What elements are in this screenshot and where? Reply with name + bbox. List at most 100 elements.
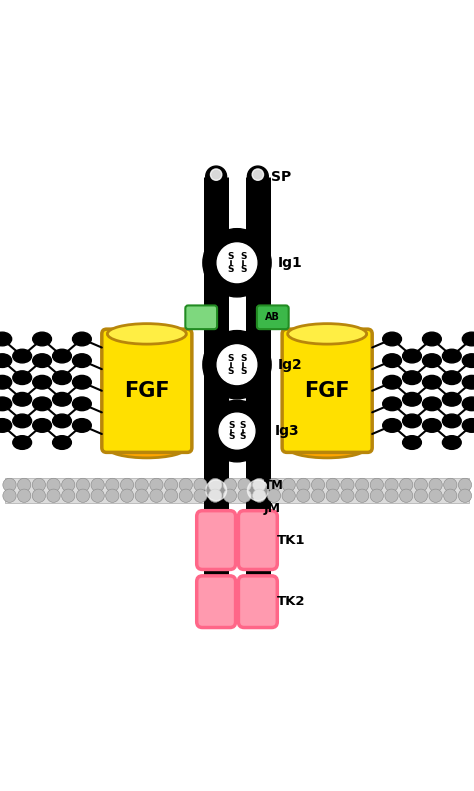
Circle shape [247, 166, 268, 187]
Circle shape [210, 169, 222, 180]
Circle shape [311, 479, 325, 491]
Circle shape [91, 479, 104, 491]
Ellipse shape [0, 397, 12, 411]
Circle shape [62, 489, 75, 502]
Ellipse shape [13, 436, 32, 449]
Circle shape [252, 169, 264, 180]
Circle shape [385, 489, 398, 502]
Text: FGF: FGF [304, 380, 350, 401]
Ellipse shape [422, 376, 441, 389]
Ellipse shape [462, 418, 474, 433]
Text: S: S [228, 432, 235, 441]
Ellipse shape [402, 392, 421, 406]
Ellipse shape [0, 418, 12, 433]
Circle shape [282, 479, 295, 491]
Circle shape [238, 479, 251, 491]
FancyBboxPatch shape [238, 576, 277, 627]
Ellipse shape [462, 354, 474, 368]
Ellipse shape [53, 350, 72, 363]
Ellipse shape [402, 350, 421, 363]
Ellipse shape [442, 414, 461, 428]
Ellipse shape [33, 397, 52, 411]
Circle shape [62, 479, 75, 491]
Circle shape [414, 479, 428, 491]
Ellipse shape [53, 414, 72, 428]
Circle shape [444, 479, 457, 491]
Circle shape [194, 489, 207, 502]
Circle shape [150, 479, 163, 491]
Ellipse shape [442, 436, 461, 449]
Text: TK2: TK2 [277, 595, 306, 608]
Circle shape [18, 479, 31, 491]
Circle shape [179, 489, 192, 502]
Ellipse shape [288, 324, 367, 344]
Circle shape [206, 400, 268, 462]
Ellipse shape [13, 392, 32, 406]
Ellipse shape [33, 354, 52, 368]
FancyBboxPatch shape [238, 511, 277, 570]
Circle shape [194, 479, 207, 491]
Ellipse shape [462, 397, 474, 411]
Circle shape [179, 479, 192, 491]
Circle shape [120, 479, 134, 491]
Circle shape [326, 479, 339, 491]
Circle shape [370, 479, 383, 491]
Text: Ig2: Ig2 [278, 358, 303, 372]
FancyBboxPatch shape [197, 511, 236, 570]
Ellipse shape [402, 414, 421, 428]
Circle shape [3, 489, 16, 502]
Circle shape [76, 489, 90, 502]
Ellipse shape [107, 437, 186, 458]
Text: Ig3: Ig3 [275, 424, 300, 438]
Ellipse shape [288, 437, 367, 458]
Ellipse shape [33, 376, 52, 389]
Circle shape [106, 489, 119, 502]
FancyBboxPatch shape [185, 305, 217, 329]
Circle shape [120, 489, 134, 502]
Circle shape [238, 489, 251, 502]
Ellipse shape [383, 332, 401, 346]
Circle shape [253, 479, 266, 491]
Circle shape [247, 480, 268, 501]
FancyBboxPatch shape [102, 329, 192, 452]
Circle shape [32, 479, 46, 491]
Text: S: S [239, 421, 246, 430]
Circle shape [253, 489, 266, 502]
Text: S: S [228, 252, 234, 261]
Circle shape [458, 479, 472, 491]
Ellipse shape [462, 332, 474, 346]
Circle shape [3, 479, 16, 491]
Text: S: S [228, 265, 234, 274]
Ellipse shape [0, 332, 12, 346]
Ellipse shape [73, 376, 91, 389]
Circle shape [311, 489, 325, 502]
FancyBboxPatch shape [257, 305, 289, 329]
Circle shape [76, 479, 90, 491]
Circle shape [203, 229, 271, 297]
Circle shape [106, 479, 119, 491]
Ellipse shape [0, 354, 12, 368]
FancyBboxPatch shape [197, 576, 236, 627]
Circle shape [164, 479, 178, 491]
Circle shape [297, 489, 310, 502]
Text: SP: SP [271, 169, 292, 184]
Ellipse shape [13, 350, 32, 363]
Circle shape [206, 480, 227, 501]
Ellipse shape [33, 332, 52, 346]
Ellipse shape [422, 418, 441, 433]
Circle shape [164, 489, 178, 502]
Circle shape [370, 489, 383, 502]
Circle shape [18, 489, 31, 502]
Text: TK1: TK1 [277, 534, 306, 547]
Ellipse shape [422, 332, 441, 346]
Circle shape [135, 489, 148, 502]
Circle shape [297, 479, 310, 491]
Ellipse shape [13, 371, 32, 384]
Circle shape [341, 489, 354, 502]
Circle shape [429, 489, 442, 502]
Ellipse shape [383, 354, 401, 368]
Ellipse shape [422, 354, 441, 368]
Ellipse shape [53, 436, 72, 449]
Ellipse shape [73, 354, 91, 368]
Circle shape [206, 166, 227, 187]
